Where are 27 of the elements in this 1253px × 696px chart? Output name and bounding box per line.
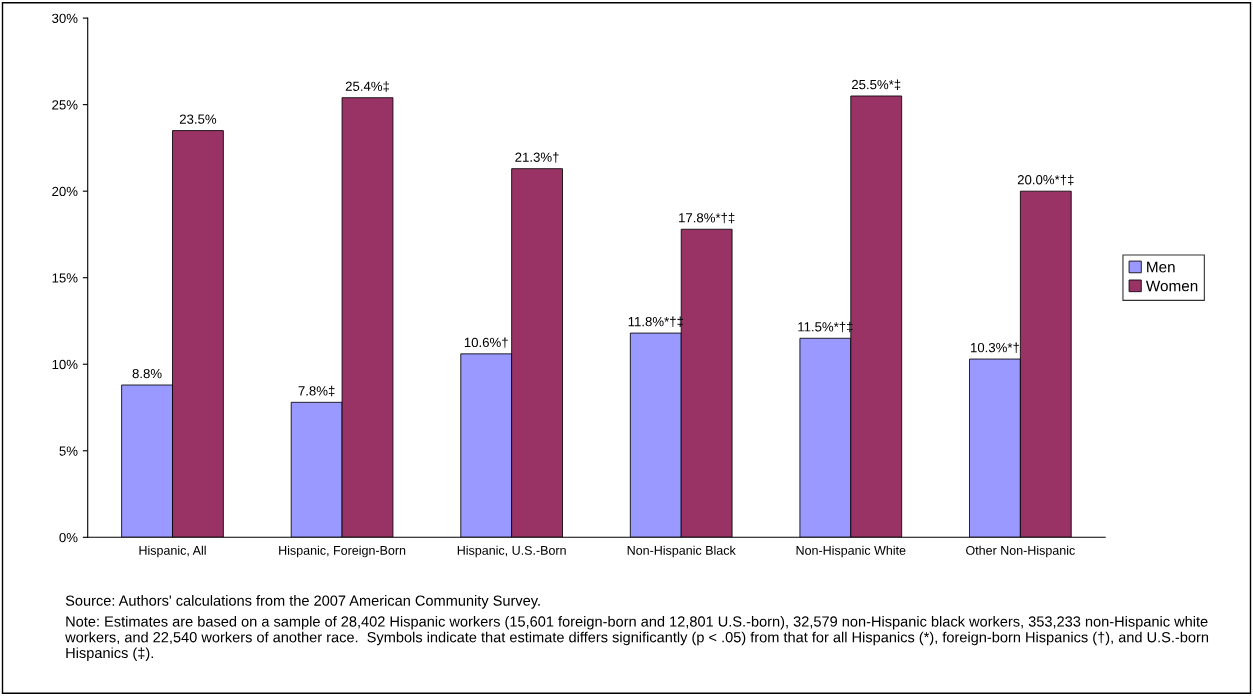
data-label: 10.3%*† [970,342,1019,354]
y-tick-label: 25% [52,100,78,110]
data-label: 20.0%*†‡ [1017,174,1074,186]
data-label: 17.8%*†‡ [679,212,735,224]
data-label: 23.5% [179,114,217,124]
legend-label: Women [1145,280,1198,292]
x-tick-label: Non-Hispanic White [796,545,906,558]
legend-label: Men [1147,261,1175,273]
y-tick-label: 20% [52,186,78,197]
y-tick-label: 10% [52,359,78,370]
x-tick-label: Other Non-Hispanic [966,545,1075,558]
x-tick-label: Hispanic, Foreign-Born [279,545,406,558]
data-label: 25.4%‡ [345,81,389,92]
source-note: Source: Authors' calculations from the 2007 American Community Survey. [65,595,540,609]
data-label: 7.8%‡ [298,385,335,397]
y-tick-label: 15% [52,273,78,283]
x-tick-label: Non-Hispanic Black [627,545,736,558]
data-label: 25.5%*‡ [851,79,901,90]
x-tick-label: Hispanic, All [139,545,206,558]
data-label: 21.3%† [515,152,559,163]
y-tick-label: 0% [59,532,78,543]
y-tick-label: 5% [59,446,78,456]
data-label: 8.8% [132,368,162,379]
y-tick-label: 30% [52,13,78,24]
data-label: 10.6%† [464,337,508,348]
text: Note: Estimates are based on a sample of 28,402 Hispanic workers (15,601 foreign-born and 12,801 U.S.-born), 32,579 non-Hispanic black workers, 353,233 non-Hispanic white workers, and 22,540 workers of another race. Symbols indicate that estimate differs significantly (p < .05) from that for all Hispanics (*), foreign-born Hispanics (†), and U.S.-born Hispanics (‡). [65,615,1209,661]
x-tick-label: Hispanic, U.S.-Born [457,545,566,558]
